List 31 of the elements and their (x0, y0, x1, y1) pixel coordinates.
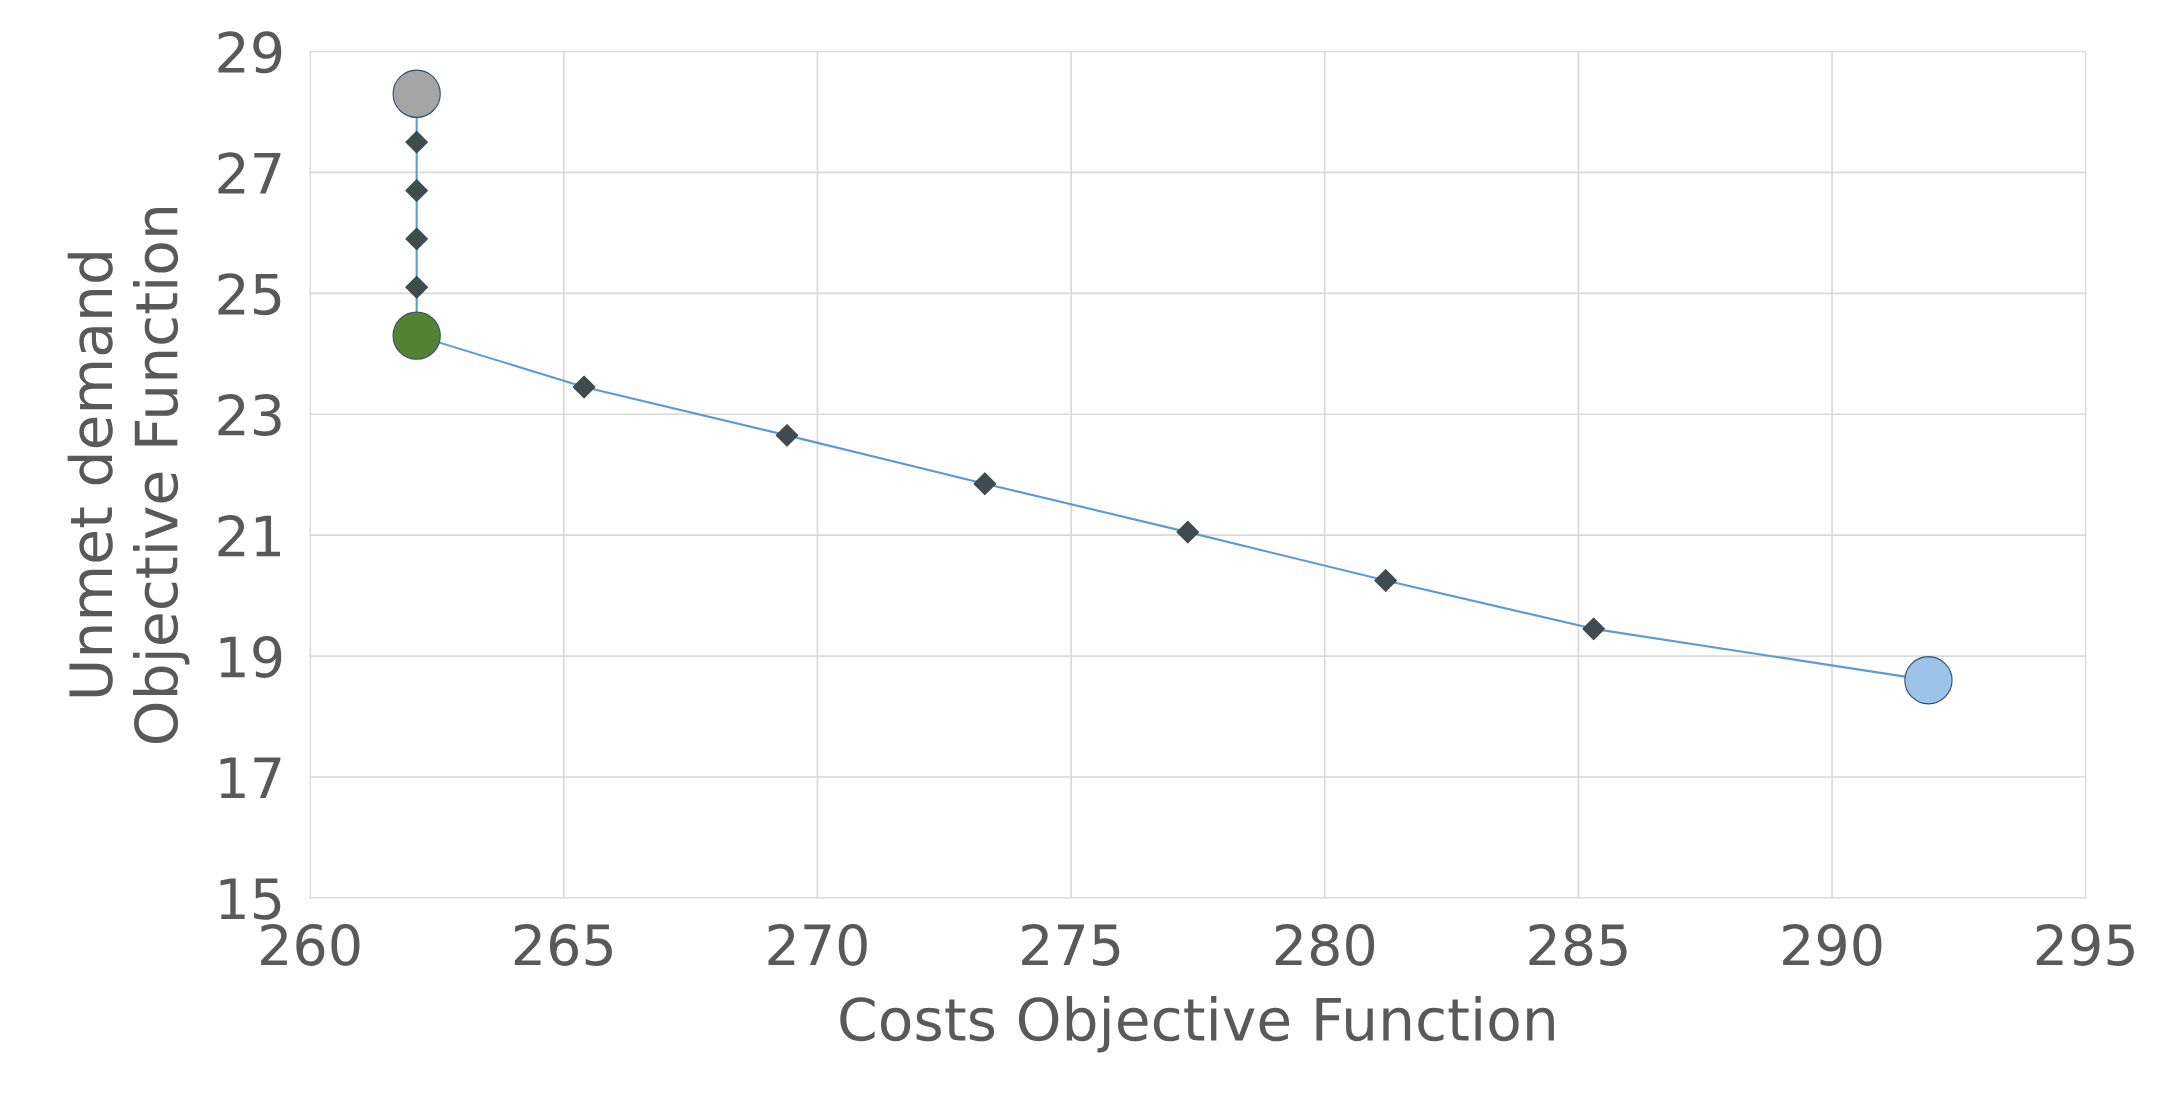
point (572, 375, 596, 399)
x-tick-label: 295 (2036, 923, 2134, 966)
y-tick-label: 25 (218, 273, 281, 316)
y-tick-label: 17 (220, 757, 281, 799)
y-tick-label: 27 (218, 152, 281, 194)
x-tick-label: 260 (261, 923, 360, 966)
point (1176, 520, 1200, 544)
x-axis-title: Costs Objective Function (840, 996, 1554, 1053)
x-tick-label: 280 (1275, 923, 1375, 966)
x-tick-label: 275 (1022, 923, 1120, 966)
x-tick-label: 265 (514, 923, 612, 966)
point (405, 179, 429, 202)
x-tick-label: 270 (768, 923, 867, 966)
point (1582, 617, 1605, 641)
point (1374, 569, 1397, 592)
point (392, 69, 441, 118)
y-tick-label: 29 (218, 31, 282, 74)
y-tick-label: 23 (218, 394, 281, 437)
y-tick-label: 21 (218, 515, 280, 557)
point (1904, 656, 1953, 705)
x-tick-label: 285 (1529, 923, 1627, 966)
x-tick-label: 290 (1783, 923, 1882, 966)
point (392, 311, 441, 360)
point (775, 424, 799, 447)
point (405, 227, 429, 251)
point (405, 275, 429, 299)
point (405, 130, 429, 154)
point (973, 472, 997, 496)
y-axis-title: Unmet demand Objective Function (67, 208, 190, 744)
y-tick-label: 15 (220, 878, 281, 920)
y-tick-label: 19 (220, 635, 282, 678)
